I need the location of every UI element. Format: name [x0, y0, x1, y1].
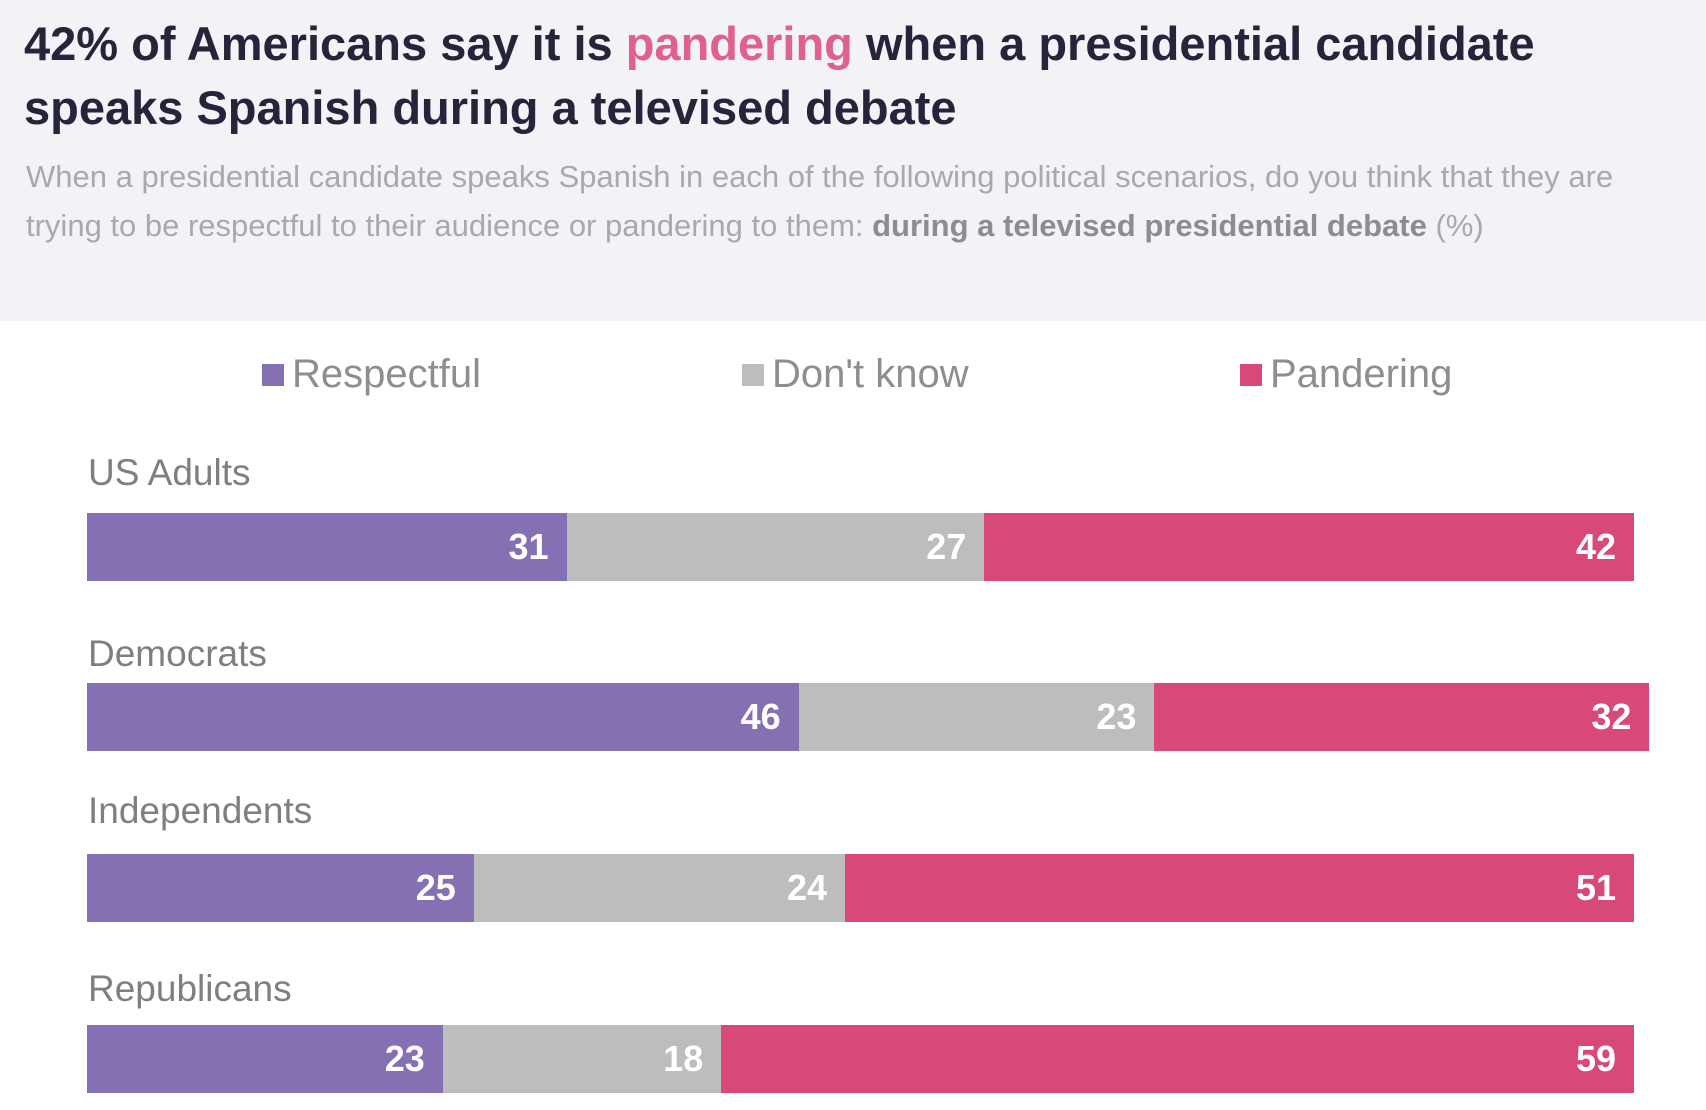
subtitle-unit: (%): [1435, 208, 1484, 243]
bar-pandering: 42: [984, 513, 1634, 581]
data-label: 32: [1591, 696, 1632, 737]
chart-subtitle: When a presidential candidate speaks Spa…: [26, 152, 1696, 250]
data-label: 23: [1096, 696, 1137, 737]
bar-pandering: 32: [1154, 683, 1650, 751]
legend-swatch: [262, 363, 284, 386]
bar-don-t-know: 27: [566, 513, 985, 581]
legend-label: Respectful: [292, 352, 481, 396]
data-label: 23: [384, 1038, 425, 1079]
title-text-end: when a presidential candidate speaks Spa…: [24, 17, 1535, 134]
bar-respectful: 46: [87, 683, 799, 751]
category-label: Republicans: [88, 968, 292, 1009]
chart-title: 42% of Americans say it is pandering whe…: [24, 12, 1684, 140]
category-label: Independents: [88, 790, 313, 831]
bar-respectful: 23: [87, 1025, 443, 1093]
chart-header: 42% of Americans say it is pandering whe…: [0, 0, 1706, 321]
legend-swatch: [742, 363, 764, 386]
legend-label: Pandering: [1270, 352, 1453, 396]
subtitle-question: When a presidential candidate speaks Spa…: [26, 159, 1614, 243]
category-label: Democrats: [88, 633, 267, 674]
bar-respectful: 25: [87, 854, 474, 922]
legend-swatch: [1240, 363, 1262, 386]
data-label: 46: [740, 696, 781, 737]
subtitle-scenario: during a televised presidential debate: [872, 208, 1427, 243]
bar-pandering: 51: [845, 854, 1634, 922]
data-label: 31: [508, 526, 549, 567]
bar-don-t-know: 18: [442, 1025, 722, 1093]
data-label: 24: [786, 867, 828, 908]
category-label: US Adults: [88, 452, 251, 493]
title-text: 42% of Americans say it is: [24, 17, 626, 70]
data-label: 42: [1575, 526, 1616, 567]
data-label: 59: [1575, 1038, 1616, 1079]
data-label: 25: [415, 867, 456, 908]
title-highlight: pandering: [625, 17, 853, 70]
bar-pandering: 59: [721, 1025, 1634, 1093]
legend-item-don-t-know: Don't know: [742, 352, 969, 397]
data-label: 18: [663, 1038, 704, 1079]
data-label: 51: [1575, 867, 1616, 908]
data-label: 27: [926, 526, 967, 567]
legend-label: Don't know: [772, 352, 969, 396]
legend-item-pandering: Pandering: [1240, 352, 1452, 397]
bar-don-t-know: 24: [473, 854, 846, 922]
bar-respectful: 31: [87, 513, 567, 581]
bar-don-t-know: 23: [798, 683, 1155, 751]
legend-item-respectful: Respectful: [262, 352, 481, 397]
legend: Respectful Don't know Pandering: [0, 352, 1706, 402]
